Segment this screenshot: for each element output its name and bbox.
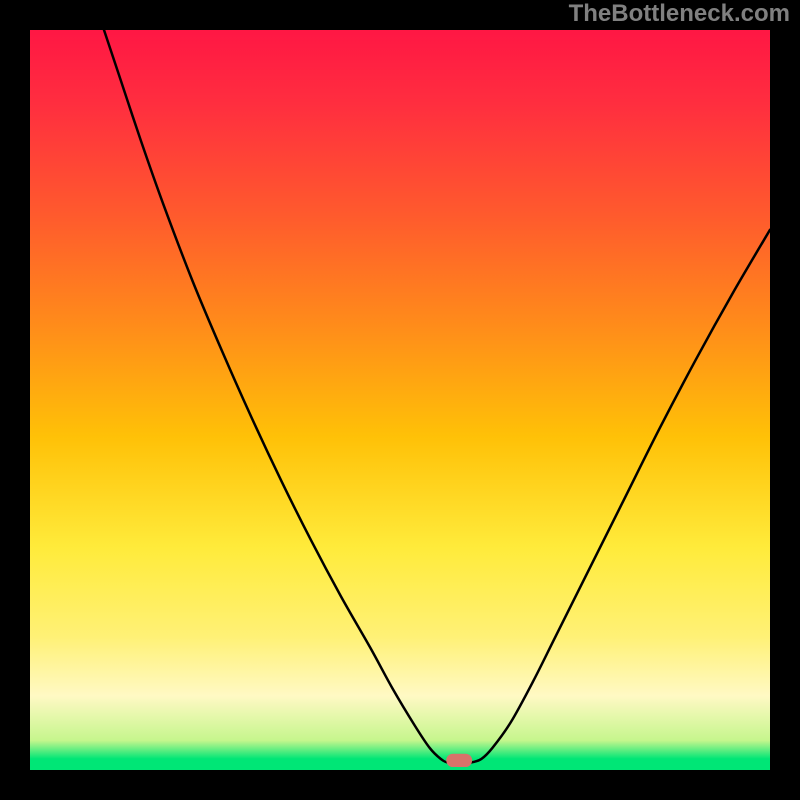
plot-area <box>30 30 770 770</box>
minimum-marker <box>446 754 472 767</box>
chart-svg <box>30 30 770 770</box>
watermark-text: TheBottleneck.com <box>569 0 790 28</box>
chart-container: TheBottleneck.com <box>0 0 800 800</box>
